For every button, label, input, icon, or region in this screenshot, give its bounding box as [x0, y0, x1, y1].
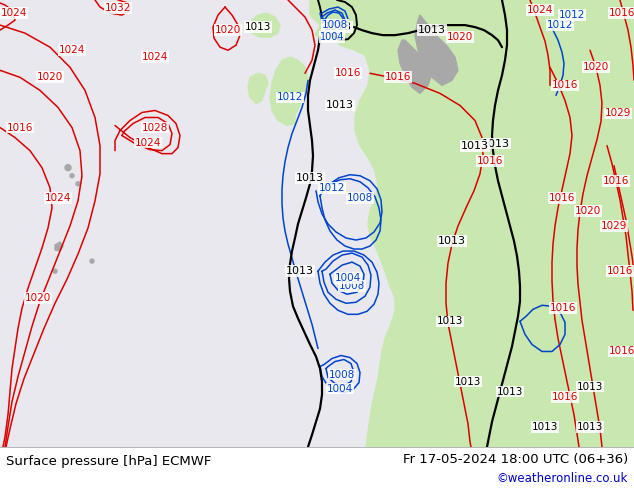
Text: 1016: 1016 — [477, 156, 503, 166]
Polygon shape — [415, 15, 458, 85]
Text: 1013: 1013 — [418, 25, 446, 35]
Text: 1013: 1013 — [437, 317, 463, 326]
Text: 1013: 1013 — [324, 22, 352, 32]
Text: 1032: 1032 — [105, 3, 131, 13]
Text: 1016: 1016 — [7, 122, 33, 132]
Text: 1016: 1016 — [385, 73, 411, 82]
Circle shape — [70, 174, 74, 178]
Text: ©weatheronline.co.uk: ©weatheronline.co.uk — [496, 472, 628, 486]
Polygon shape — [248, 74, 268, 103]
Text: Surface pressure [hPa] ECMWF: Surface pressure [hPa] ECMWF — [6, 455, 211, 468]
Text: 1020: 1020 — [583, 62, 609, 73]
Text: 1016: 1016 — [609, 8, 634, 18]
Text: 1024: 1024 — [1, 8, 27, 18]
Text: 1016: 1016 — [609, 346, 634, 357]
Text: 1013: 1013 — [461, 141, 489, 150]
Circle shape — [90, 259, 94, 263]
Text: 1024: 1024 — [142, 52, 168, 62]
Polygon shape — [55, 242, 63, 251]
Circle shape — [76, 182, 80, 186]
Text: 1024: 1024 — [59, 45, 85, 55]
Text: 1012: 1012 — [277, 93, 303, 102]
Polygon shape — [0, 0, 634, 447]
Text: 1013: 1013 — [497, 387, 523, 396]
Text: 1013: 1013 — [286, 266, 314, 276]
Text: 1013: 1013 — [245, 22, 271, 32]
Text: 1016: 1016 — [607, 266, 633, 276]
Text: 1008: 1008 — [347, 193, 373, 203]
Text: 1013: 1013 — [532, 422, 558, 432]
Text: 1004: 1004 — [327, 384, 353, 393]
Polygon shape — [310, 0, 595, 447]
Text: 1020: 1020 — [447, 32, 473, 42]
Text: 1013: 1013 — [577, 422, 603, 432]
Text: 1029: 1029 — [605, 108, 631, 119]
Text: 1013: 1013 — [326, 100, 354, 110]
Circle shape — [65, 165, 71, 171]
Polygon shape — [398, 40, 432, 94]
Text: 1013: 1013 — [482, 139, 510, 148]
Text: 1016: 1016 — [603, 176, 629, 186]
Polygon shape — [270, 57, 308, 125]
Text: 1013: 1013 — [577, 382, 603, 392]
Text: 1008: 1008 — [322, 20, 348, 30]
Text: 1004: 1004 — [320, 32, 344, 42]
Text: 1012: 1012 — [559, 10, 585, 20]
Circle shape — [53, 269, 57, 273]
Text: 1016: 1016 — [552, 392, 578, 402]
Text: 1012: 1012 — [319, 183, 345, 193]
Text: 1013: 1013 — [438, 236, 466, 246]
Text: 1024: 1024 — [45, 193, 71, 203]
Text: 1012: 1012 — [547, 20, 573, 30]
Text: 1016: 1016 — [552, 80, 578, 90]
Text: 1016: 1016 — [335, 68, 361, 78]
Text: 1013: 1013 — [296, 173, 324, 183]
Text: 1020: 1020 — [25, 293, 51, 303]
Text: 1008: 1008 — [339, 281, 365, 291]
Text: 1024: 1024 — [527, 5, 553, 15]
Text: 1029: 1029 — [601, 221, 627, 231]
Text: 1016: 1016 — [549, 193, 575, 203]
Text: 1024: 1024 — [135, 138, 161, 147]
Polygon shape — [310, 0, 634, 40]
Text: 1013: 1013 — [455, 377, 481, 387]
Text: 1020: 1020 — [215, 25, 241, 35]
Polygon shape — [420, 0, 634, 447]
Text: 1016: 1016 — [550, 303, 576, 313]
Polygon shape — [248, 13, 280, 37]
Text: 1020: 1020 — [575, 206, 601, 216]
Text: 1004: 1004 — [335, 273, 361, 283]
Polygon shape — [390, 0, 634, 130]
Text: Fr 17-05-2024 18:00 UTC (06+36): Fr 17-05-2024 18:00 UTC (06+36) — [403, 453, 628, 466]
Text: 1020: 1020 — [37, 73, 63, 82]
Text: 1028: 1028 — [142, 122, 168, 132]
Text: 1008: 1008 — [329, 369, 355, 380]
